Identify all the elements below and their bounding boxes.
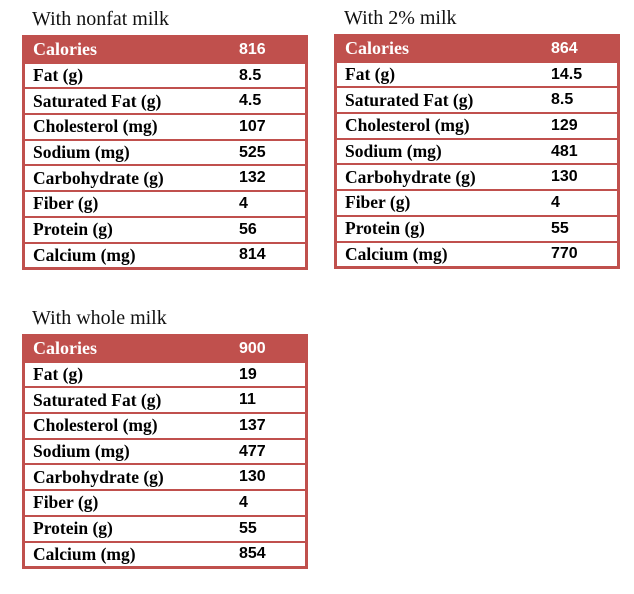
nutrition-table-2pct: With 2% milk Calories 864 Fat (g) 14.5 Satura… <box>334 7 620 270</box>
table-row: Protein (g) 55 <box>23 514 307 543</box>
nutrient-label: Sodium (mg) <box>23 138 239 167</box>
nutrient-label: Saturated Fat (g) <box>335 86 551 115</box>
nutrient-label: Protein (g) <box>335 214 551 243</box>
nutrient-label: Protein (g) <box>23 215 239 244</box>
nutrition-table-whole: With whole milk Calories 900 Fat (g) 19 Satur… <box>22 307 308 570</box>
table-row: Cholesterol (mg) 129 <box>335 112 619 140</box>
nutrient-value: 55 <box>239 514 307 543</box>
nutrient-value: 8.5 <box>551 86 619 115</box>
nutrient-label: Calories <box>23 334 239 363</box>
nutrient-label: Fiber (g) <box>335 189 551 217</box>
table-row: Fiber (g) 4 <box>23 190 307 218</box>
nutrient-label: Cholesterol (mg) <box>23 113 239 141</box>
table-row: Calcium (mg) 814 <box>23 241 307 270</box>
nutrient-label: Calcium (mg) <box>335 240 551 269</box>
nutrient-label: Calcium (mg) <box>23 241 239 270</box>
header-row: Calories 864 <box>335 34 619 63</box>
nutrient-label: Saturated Fat (g) <box>23 386 239 415</box>
nutrient-value: 770 <box>551 240 619 269</box>
table-row: Cholesterol (mg) 137 <box>23 412 307 440</box>
header-row: Calories 816 <box>23 35 307 64</box>
nutrient-value: 129 <box>551 112 619 140</box>
nutrient-label: Fat (g) <box>335 60 551 89</box>
nutrient-value: 4.5 <box>239 87 307 116</box>
table-title: With whole milk <box>32 307 167 329</box>
table-row: Calcium (mg) 770 <box>335 240 619 269</box>
nutrient-value: 132 <box>239 164 307 193</box>
nutrient-label: Cholesterol (mg) <box>23 412 239 440</box>
nutrition-table-nonfat: With nonfat milk Calories 816 Fat (g) 8.5 Sat… <box>22 8 308 271</box>
table-row: Cholesterol (mg) 107 <box>23 113 307 141</box>
table-title: With nonfat milk <box>32 8 169 30</box>
nutrient-value: 4 <box>239 489 307 517</box>
nutrient-value: 137 <box>239 412 307 440</box>
nutrient-label: Fiber (g) <box>23 489 239 517</box>
table-row: Fat (g) 8.5 <box>23 61 307 90</box>
nutrient-label: Calories <box>23 35 239 64</box>
table-row: Fiber (g) 4 <box>335 189 619 217</box>
nutrient-label: Carbohydrate (g) <box>335 163 551 192</box>
nutrient-value: 130 <box>239 463 307 492</box>
nutrition-table: Calories 900 Fat (g) 19 Saturated Fat (g) 11 C… <box>22 334 308 570</box>
nutrient-value: 816 <box>239 35 307 64</box>
nutrient-label: Sodium (mg) <box>23 437 239 466</box>
nutrient-value: 4 <box>239 190 307 218</box>
nutrient-value: 14.5 <box>551 60 619 89</box>
nutrient-label: Protein (g) <box>23 514 239 543</box>
table-row: Calcium (mg) 854 <box>23 540 307 569</box>
table-row: Saturated Fat (g) 8.5 <box>335 86 619 115</box>
table-row: Sodium (mg) 481 <box>335 137 619 166</box>
nutrient-value: 130 <box>551 163 619 192</box>
nutrient-label: Fiber (g) <box>23 190 239 218</box>
table-row: Carbohydrate (g) 132 <box>23 164 307 193</box>
nutrient-value: 107 <box>239 113 307 141</box>
table-row: Fat (g) 14.5 <box>335 60 619 89</box>
table-row: Carbohydrate (g) 130 <box>335 163 619 192</box>
nutrient-label: Fat (g) <box>23 61 239 90</box>
nutrient-value: 55 <box>551 214 619 243</box>
table-row: Sodium (mg) 525 <box>23 138 307 167</box>
nutrient-label: Calcium (mg) <box>23 540 239 569</box>
table-row: Saturated Fat (g) 11 <box>23 386 307 415</box>
table-row: Fat (g) 19 <box>23 360 307 389</box>
table-row: Sodium (mg) 477 <box>23 437 307 466</box>
nutrient-value: 525 <box>239 138 307 167</box>
nutrient-value: 19 <box>239 360 307 389</box>
header-row: Calories 900 <box>23 334 307 363</box>
nutrient-value: 8.5 <box>239 61 307 90</box>
table-title: With 2% milk <box>344 7 457 29</box>
nutrient-value: 4 <box>551 189 619 217</box>
nutrient-value: 900 <box>239 334 307 363</box>
nutrient-value: 56 <box>239 215 307 244</box>
table-row: Fiber (g) 4 <box>23 489 307 517</box>
nutrient-value: 477 <box>239 437 307 466</box>
nutrient-value: 864 <box>551 34 619 63</box>
nutrition-table: Calories 816 Fat (g) 8.5 Saturated Fat (g) 4.… <box>22 35 308 271</box>
nutrition-table: Calories 864 Fat (g) 14.5 Saturated Fat (g) 8… <box>334 34 620 270</box>
nutrient-value: 481 <box>551 137 619 166</box>
nutrient-label: Carbohydrate (g) <box>23 463 239 492</box>
nutrient-label: Sodium (mg) <box>335 137 551 166</box>
nutrient-label: Fat (g) <box>23 360 239 389</box>
table-row: Protein (g) 55 <box>335 214 619 243</box>
nutrient-label: Calories <box>335 34 551 63</box>
nutrient-value: 814 <box>239 241 307 270</box>
nutrient-label: Carbohydrate (g) <box>23 164 239 193</box>
nutrient-label: Cholesterol (mg) <box>335 112 551 140</box>
table-row: Saturated Fat (g) 4.5 <box>23 87 307 116</box>
nutrient-value: 854 <box>239 540 307 569</box>
nutrient-label: Saturated Fat (g) <box>23 87 239 116</box>
nutrient-value: 11 <box>239 386 307 415</box>
table-row: Protein (g) 56 <box>23 215 307 244</box>
table-row: Carbohydrate (g) 130 <box>23 463 307 492</box>
